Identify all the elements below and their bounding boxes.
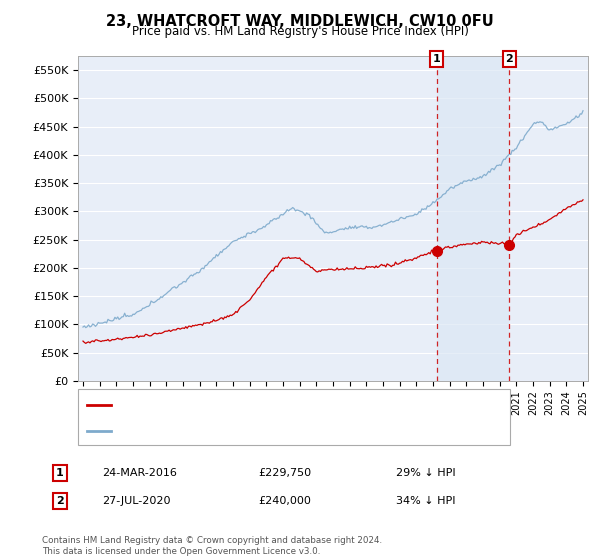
Text: 2: 2	[56, 496, 64, 506]
Text: 34% ↓ HPI: 34% ↓ HPI	[396, 496, 455, 506]
Bar	[437, 56, 509, 381]
Text: 1: 1	[433, 54, 440, 64]
Text: Price paid vs. HM Land Registry's House Price Index (HPI): Price paid vs. HM Land Registry's House …	[131, 25, 469, 38]
Text: 27-JUL-2020: 27-JUL-2020	[102, 496, 170, 506]
Text: HPI: Average price, detached house, Cheshire East: HPI: Average price, detached house, Ches…	[116, 426, 380, 436]
Text: 23, WHATCROFT WAY, MIDDLEWICH, CW10 0FU: 23, WHATCROFT WAY, MIDDLEWICH, CW10 0FU	[106, 14, 494, 29]
Text: 2: 2	[505, 54, 513, 64]
Text: £240,000: £240,000	[258, 496, 311, 506]
Text: 29% ↓ HPI: 29% ↓ HPI	[396, 468, 455, 478]
Text: 24-MAR-2016: 24-MAR-2016	[102, 468, 177, 478]
Text: £229,750: £229,750	[258, 468, 311, 478]
Text: 1: 1	[56, 468, 64, 478]
Text: 23, WHATCROFT WAY, MIDDLEWICH, CW10 0FU (detached house): 23, WHATCROFT WAY, MIDDLEWICH, CW10 0FU …	[116, 400, 457, 410]
Text: Contains HM Land Registry data © Crown copyright and database right 2024.
This d: Contains HM Land Registry data © Crown c…	[42, 536, 382, 556]
